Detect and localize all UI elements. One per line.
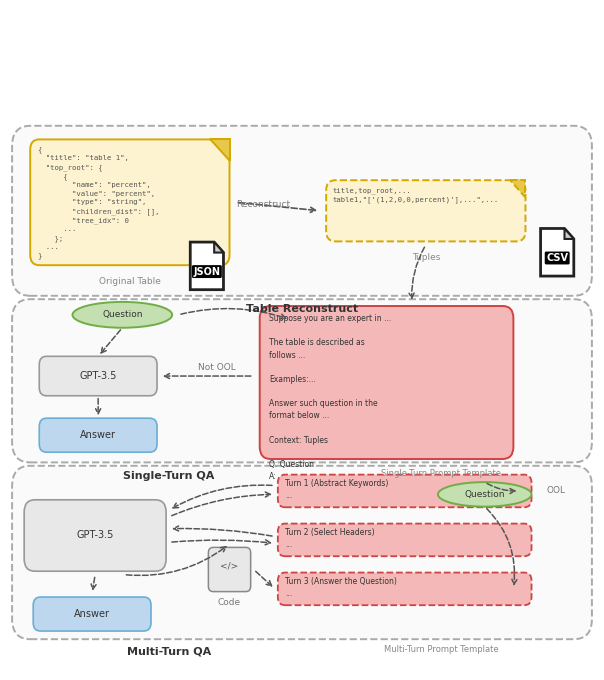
Text: Table Reconstruct: Table Reconstruct [246, 304, 358, 314]
Text: JSON: JSON [193, 267, 220, 277]
Polygon shape [541, 228, 574, 276]
Text: Single-Turn Prompt Template: Single-Turn Prompt Template [381, 469, 501, 477]
Text: OOL: OOL [547, 486, 565, 496]
Text: Single-Turn QA: Single-Turn QA [123, 471, 215, 481]
FancyBboxPatch shape [260, 306, 513, 459]
Text: Turn 1 (Abstract Keywords)
...: Turn 1 (Abstract Keywords) ... [285, 479, 388, 500]
FancyBboxPatch shape [39, 356, 157, 396]
FancyBboxPatch shape [278, 573, 532, 605]
Text: Reconstruct: Reconstruct [236, 199, 290, 209]
Text: Question: Question [464, 490, 505, 499]
FancyBboxPatch shape [278, 475, 532, 507]
Polygon shape [510, 180, 525, 197]
Text: GPT-3.5: GPT-3.5 [80, 371, 117, 381]
Text: Turn 2 (Select Headers)
...: Turn 2 (Select Headers) ... [285, 528, 374, 549]
FancyBboxPatch shape [208, 547, 251, 592]
Text: Code: Code [218, 598, 241, 607]
FancyBboxPatch shape [24, 500, 166, 571]
FancyBboxPatch shape [326, 180, 525, 241]
Ellipse shape [72, 302, 172, 328]
Text: Original Table: Original Table [99, 277, 161, 286]
Text: Turn 3 (Answer the Question)
...: Turn 3 (Answer the Question) ... [285, 577, 397, 598]
Polygon shape [214, 242, 223, 252]
Text: GPT-3.5: GPT-3.5 [77, 530, 114, 541]
FancyBboxPatch shape [12, 466, 592, 639]
FancyBboxPatch shape [33, 597, 151, 631]
Text: Suppose you are an expert in ...

The table is described as
follows ...

Example: Suppose you are an expert in ... The tab… [269, 314, 391, 481]
FancyBboxPatch shape [39, 418, 157, 452]
FancyBboxPatch shape [12, 299, 592, 462]
FancyBboxPatch shape [278, 524, 532, 556]
FancyBboxPatch shape [30, 139, 230, 265]
Polygon shape [210, 139, 230, 161]
Text: Answer: Answer [80, 430, 116, 440]
Text: Question: Question [102, 310, 143, 320]
Text: Multi-Turn QA: Multi-Turn QA [127, 647, 211, 657]
Polygon shape [190, 242, 223, 290]
Text: Not OOL: Not OOL [198, 363, 236, 372]
FancyBboxPatch shape [12, 126, 592, 296]
Text: Multi-Turn Prompt Template: Multi-Turn Prompt Template [384, 645, 498, 654]
Text: {
  "title": "table 1",
  "top_root": {
      {
        "name": "percent",
     : { "title": "table 1", "top_root": { { "n… [37, 146, 160, 259]
Text: CSV: CSV [546, 253, 568, 263]
Polygon shape [565, 228, 574, 239]
Text: Tuples: Tuples [412, 253, 440, 262]
Text: </>: </> [220, 562, 239, 571]
Text: title,top_root,...
table1,"['(1,2,0,0,percent)'],...",...: title,top_root,... table1,"['(1,2,0,0,pe… [332, 187, 498, 203]
Ellipse shape [438, 482, 532, 507]
Text: Answer: Answer [74, 609, 110, 619]
